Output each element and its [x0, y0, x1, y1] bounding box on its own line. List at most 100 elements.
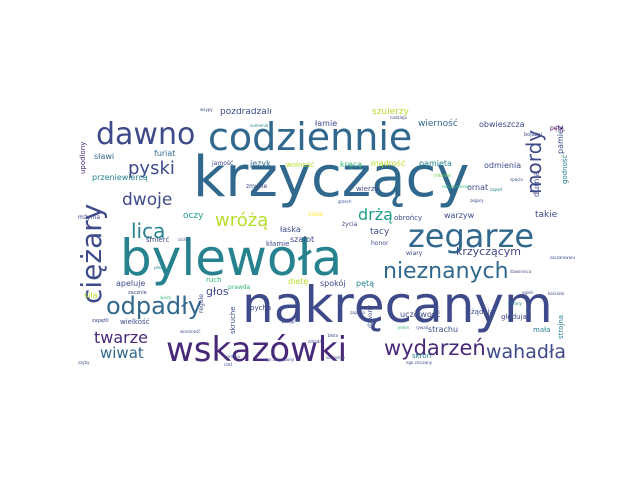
word: szyby — [78, 360, 90, 365]
word: pętą — [356, 279, 375, 288]
word: wiwat — [100, 344, 144, 362]
word: rzeź — [224, 362, 233, 367]
word: sumienia — [250, 123, 269, 128]
word: strachu — [428, 325, 459, 334]
word: szafot — [290, 235, 315, 244]
word: życia — [342, 221, 358, 228]
word: spęcie — [510, 177, 523, 182]
word: wieczność — [180, 329, 201, 334]
word: śmierć — [146, 236, 170, 244]
word: mądrość — [371, 159, 406, 168]
word: błoto — [328, 333, 339, 338]
word: godność — [561, 154, 569, 184]
word: warzyw — [444, 211, 475, 220]
word: dawno — [96, 117, 196, 152]
word: zacznie — [128, 290, 147, 296]
word: przeniewiercą — [92, 173, 148, 182]
word: cicho — [178, 237, 189, 242]
word: spokój — [320, 279, 346, 288]
word: codziennie — [208, 115, 413, 159]
word: odpadły — [106, 292, 203, 320]
word: wydarzeń — [384, 336, 486, 360]
word: skruche — [229, 306, 237, 334]
word: zaczarowane — [550, 255, 575, 260]
word: rozgrzeszenie — [442, 184, 470, 189]
word: dumny — [508, 301, 522, 306]
word: uczciwość — [400, 310, 441, 319]
word: szczęście — [326, 355, 345, 360]
word: apeluje — [116, 279, 146, 288]
word: prawda — [228, 284, 251, 291]
word: cisze — [308, 211, 323, 218]
word: kręcą — [340, 160, 363, 169]
word: nakręcanym — [242, 276, 553, 334]
word: bylewoła — [120, 229, 343, 287]
word: język — [250, 159, 271, 168]
word: ego zniszczony — [264, 357, 295, 362]
word: skroń — [412, 352, 432, 360]
word: honor — [371, 240, 389, 247]
word: wskazówki — [166, 330, 348, 370]
word: mżyma — [78, 214, 101, 221]
word: ornat — [467, 183, 489, 192]
word: wahadła — [486, 341, 566, 363]
word: pamięć — [556, 124, 565, 154]
word: oczy — [183, 211, 204, 221]
word: miasta — [434, 173, 451, 179]
word: obrońcy — [394, 214, 423, 222]
word: łamie — [315, 119, 338, 128]
word: głoduja — [501, 313, 527, 321]
word: wolność — [286, 161, 315, 169]
word: jamość — [212, 160, 234, 167]
word: drżą — [358, 205, 393, 224]
word: durnia — [532, 171, 541, 198]
word: zapętli — [92, 318, 109, 324]
word: łaska — [280, 225, 301, 234]
word: plecy — [154, 265, 165, 270]
word: strojna — [557, 314, 565, 339]
word: pamięta — [419, 159, 452, 168]
word: dwoje — [122, 190, 173, 210]
word: ogień — [522, 290, 534, 295]
word: sławi — [94, 152, 115, 161]
word: wieży — [160, 295, 172, 300]
word: twarze — [94, 328, 148, 347]
word-cloud: krzyczący bylewoła nakręcanym codziennie… — [70, 108, 575, 370]
word: wróżą — [215, 210, 269, 231]
word: odmienia — [484, 161, 522, 170]
word: zapęd — [490, 187, 503, 192]
word: krzyczącym — [456, 245, 522, 258]
word: kościoła — [548, 291, 565, 296]
word: krzyczący — [193, 145, 470, 210]
word: nieznanych — [383, 259, 509, 284]
word: wiary — [406, 250, 423, 257]
word: regule — [198, 294, 205, 313]
word: kłamie — [266, 240, 290, 248]
word: wsypy — [200, 108, 213, 112]
word: zapłata — [350, 310, 365, 315]
word: zdrada — [308, 339, 322, 344]
word: nadzieja — [390, 115, 407, 120]
word: upodlony — [79, 141, 87, 174]
word: siła — [84, 291, 98, 300]
word: dietę — [288, 277, 309, 286]
word: pyski — [128, 158, 175, 179]
word: ego zniczany — [406, 360, 433, 365]
word: wierność — [418, 119, 458, 129]
word: żądają — [471, 308, 494, 316]
word: pycha — [250, 304, 272, 312]
word: furiat — [154, 149, 176, 158]
word: zegarze — [408, 217, 535, 255]
word: potęgi — [282, 319, 295, 324]
word: dzwonnica — [510, 269, 532, 274]
word: pozdradzali — [220, 108, 272, 117]
word: zegary — [470, 198, 484, 203]
word: dzwony — [367, 305, 374, 328]
word: zmykie — [246, 183, 268, 190]
word: bojaźni — [524, 132, 542, 138]
word: grzech — [338, 199, 352, 204]
word: mała — [533, 326, 551, 334]
word: tacy — [370, 227, 390, 237]
word: rywali — [416, 325, 428, 330]
word: głos — [206, 285, 229, 298]
